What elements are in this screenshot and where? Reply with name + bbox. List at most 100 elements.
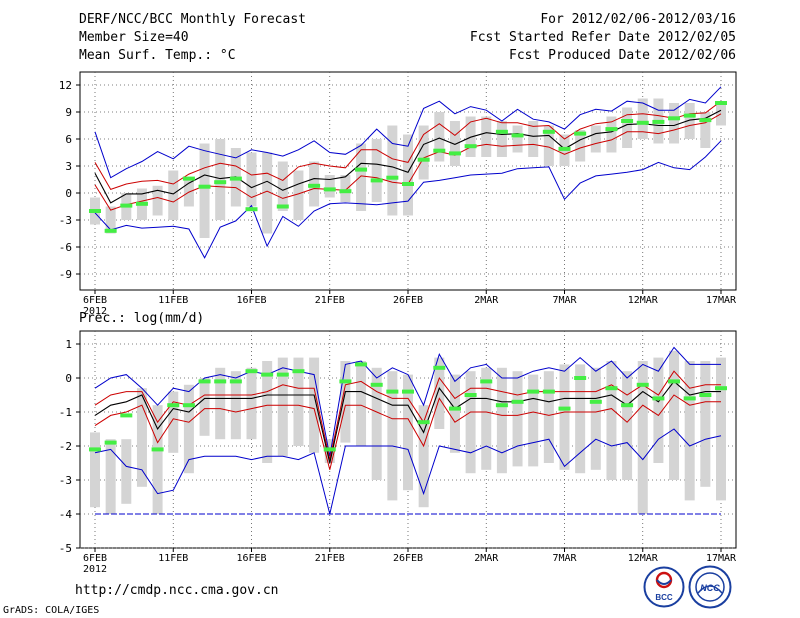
prec-ensemble-box xyxy=(309,357,320,453)
prec-observed-marker xyxy=(527,389,540,394)
temp-observed-marker xyxy=(715,101,727,105)
temp-observed-marker xyxy=(605,127,618,132)
temp-ensemble-box xyxy=(356,143,367,211)
ncc-logo: NCC xyxy=(688,565,732,609)
grads-credit: GrADS: COLA/IGES xyxy=(3,605,100,616)
temp-observed-marker xyxy=(386,175,399,180)
temp-ensemble-box xyxy=(183,179,194,207)
prec-observed-marker xyxy=(89,447,101,452)
temp-ensemble-box xyxy=(215,139,226,220)
temp-y-tick-label: 12 xyxy=(59,79,72,92)
temp-ensemble-box xyxy=(340,175,351,202)
forecast-produced-date: Fcst Produced Date 2012/02/06 xyxy=(509,48,736,63)
temp-min-line xyxy=(94,140,722,259)
prec-observed-marker xyxy=(683,396,696,401)
temp-observed-marker xyxy=(229,176,242,181)
prec-panel: 1 0 -1 -2 -3 -4 -5 6FEB 11FEB 16FEB 21FEB 26FEB 2MAR… xyxy=(59,330,737,575)
temp-observed-marker xyxy=(370,178,383,183)
prec-ensemble-box xyxy=(434,357,445,429)
prec-ensemble-box xyxy=(183,384,194,474)
prec-ensemble-box xyxy=(105,439,116,514)
prec-ensemble-box xyxy=(622,371,633,480)
temp-ensemble-box xyxy=(246,152,257,207)
prec-ensemble-box xyxy=(496,367,507,474)
temp-ensemble-box xyxy=(324,175,335,198)
member-size: Member Size=40 xyxy=(79,30,189,45)
prec-ensemble-box xyxy=(136,388,147,487)
temp-ensemble-box xyxy=(622,107,633,148)
temp-ensemble-box xyxy=(575,130,586,162)
temp-observed-marker xyxy=(417,157,430,162)
prec-observed-marker xyxy=(261,372,274,377)
variable-label: Mean Surf. Temp.: °C xyxy=(79,48,236,63)
prec-ensemble-box xyxy=(356,361,367,446)
prec-ensemble-box xyxy=(465,371,476,474)
temp-observed-marker xyxy=(198,184,211,189)
temp-ensemble-box xyxy=(700,112,711,148)
prec-observed-marker xyxy=(668,379,681,384)
prec-observed-marker xyxy=(511,399,524,404)
prec-observed-marker xyxy=(104,440,117,445)
temp-ensemble-box xyxy=(418,125,429,180)
prec-ensemble-mean-line xyxy=(94,380,721,464)
prec-ensemble-box xyxy=(684,361,695,501)
temp-observed-marker xyxy=(214,180,227,185)
temp-observed-marker xyxy=(355,167,368,172)
prec-observed-marker xyxy=(370,382,383,387)
temp-observed-marker xyxy=(339,189,352,194)
prec-y-tick-label: -4 xyxy=(59,508,73,521)
prec-y-tick-label: -2 xyxy=(59,440,72,453)
prec-ensemble-box xyxy=(653,357,664,463)
prec-ensemble-box xyxy=(403,374,413,491)
temp-y-tick-label: 6 xyxy=(65,133,72,146)
temp-ensemble-box xyxy=(152,185,163,216)
ncc-logo-text: NCC xyxy=(700,583,720,593)
prec-x-tick-label: 21FEB xyxy=(315,553,345,564)
temp-x-tick-label: 21FEB xyxy=(315,295,345,306)
prec-observed-marker xyxy=(448,406,461,411)
prec-ensemble-box xyxy=(371,367,382,480)
prec-ensemble-box xyxy=(528,374,539,467)
temp-ensemble-box xyxy=(543,125,554,166)
prec-x-tick-label: 11FEB xyxy=(158,553,188,564)
prec-ensemble-box xyxy=(418,405,429,508)
temp-observed-marker xyxy=(511,133,524,138)
chart-title: DERF/NCC/BCC Monthly Forecast xyxy=(79,12,306,27)
prec-ensemble-box xyxy=(559,364,570,470)
prec-ensemble-box xyxy=(293,357,304,446)
prec-observed-marker xyxy=(214,379,227,384)
prec-observed-marker xyxy=(120,413,133,418)
prec-ensemble-box xyxy=(669,350,680,480)
temp-observed-marker xyxy=(699,118,712,123)
prec-y-tick-label: -5 xyxy=(59,542,72,555)
prec-observed-marker xyxy=(589,399,602,404)
source-url[interactable]: http://cmdp.ncc.cma.gov.cn xyxy=(75,583,279,598)
prec-ensemble-box xyxy=(215,367,226,440)
prec-ensemble-box xyxy=(606,361,617,480)
prec-observed-marker xyxy=(323,447,336,452)
temp-x-tick-label: 2MAR xyxy=(474,295,499,306)
temp-ensemble-box xyxy=(387,125,398,216)
prec-observed-marker xyxy=(715,386,727,391)
prec-observed-marker xyxy=(355,362,368,367)
prec-x-tick-label: 6FEB xyxy=(83,553,107,564)
prec-ensemble-box xyxy=(230,371,241,440)
temp-ensemble-box xyxy=(669,103,680,144)
temp-ensemble-box xyxy=(277,161,288,211)
prec-ensemble-box xyxy=(262,361,273,463)
prec-x-tick-label: 7MAR xyxy=(552,553,577,564)
prec-observed-marker xyxy=(652,396,665,401)
bcc-logo-text: BCC xyxy=(655,593,673,602)
prec-observed-marker xyxy=(574,376,587,380)
temp-observed-marker xyxy=(495,129,508,134)
temp-observed-marker xyxy=(276,204,289,209)
prec-x-tick-label: 12MAR xyxy=(628,553,659,564)
prec-observed-marker xyxy=(542,389,555,394)
temp-observed-marker xyxy=(120,203,133,208)
prec-observed-marker xyxy=(605,386,618,391)
temp-x-tick-label: 6FEB xyxy=(83,295,107,306)
prec-ensemble-box xyxy=(199,378,210,436)
temp-ensemble-box xyxy=(262,152,273,234)
temp-panel: 12 9 6 3 0 -3 -6 -9 6FEB 11FEB 16FEB 21FEB 26FEB 2MAR… xyxy=(59,71,737,317)
prec-observed-marker xyxy=(558,406,571,411)
